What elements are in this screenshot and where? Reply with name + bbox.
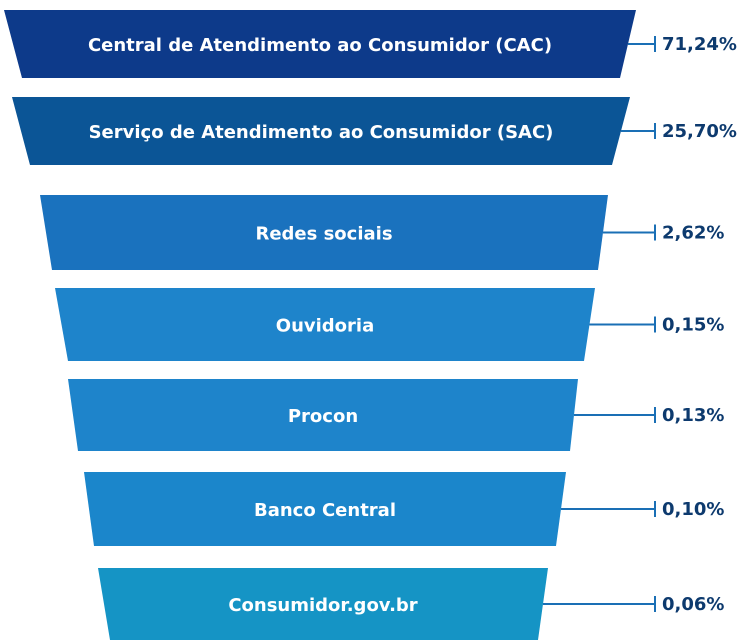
stage-label: Procon — [288, 406, 358, 427]
funnel-stage — [84, 472, 566, 546]
stage-label: Consumidor.gov.br — [228, 595, 417, 616]
funnel-stage — [68, 379, 578, 451]
funnel-stage — [98, 568, 548, 640]
funnel-stage — [40, 195, 608, 270]
funnel-stage — [4, 10, 636, 78]
stage-label: Central de Atendimento ao Consumidor (CA… — [88, 35, 552, 56]
stage-label: Banco Central — [254, 500, 396, 521]
stage-label: Serviço de Atendimento ao Consumidor (SA… — [89, 122, 554, 143]
value-label: 71,24% — [662, 34, 737, 55]
value-label: 2,62% — [662, 223, 724, 244]
value-label: 0,06% — [662, 594, 724, 615]
funnel-stage — [55, 288, 595, 361]
stage-label: Ouvidoria — [276, 316, 374, 337]
funnel-stage — [12, 97, 630, 165]
value-label: 0,13% — [662, 405, 724, 426]
value-label: 0,10% — [662, 499, 724, 520]
value-label: 0,15% — [662, 315, 724, 336]
value-label: 25,70% — [662, 121, 737, 142]
stage-label: Redes sociais — [255, 224, 392, 245]
